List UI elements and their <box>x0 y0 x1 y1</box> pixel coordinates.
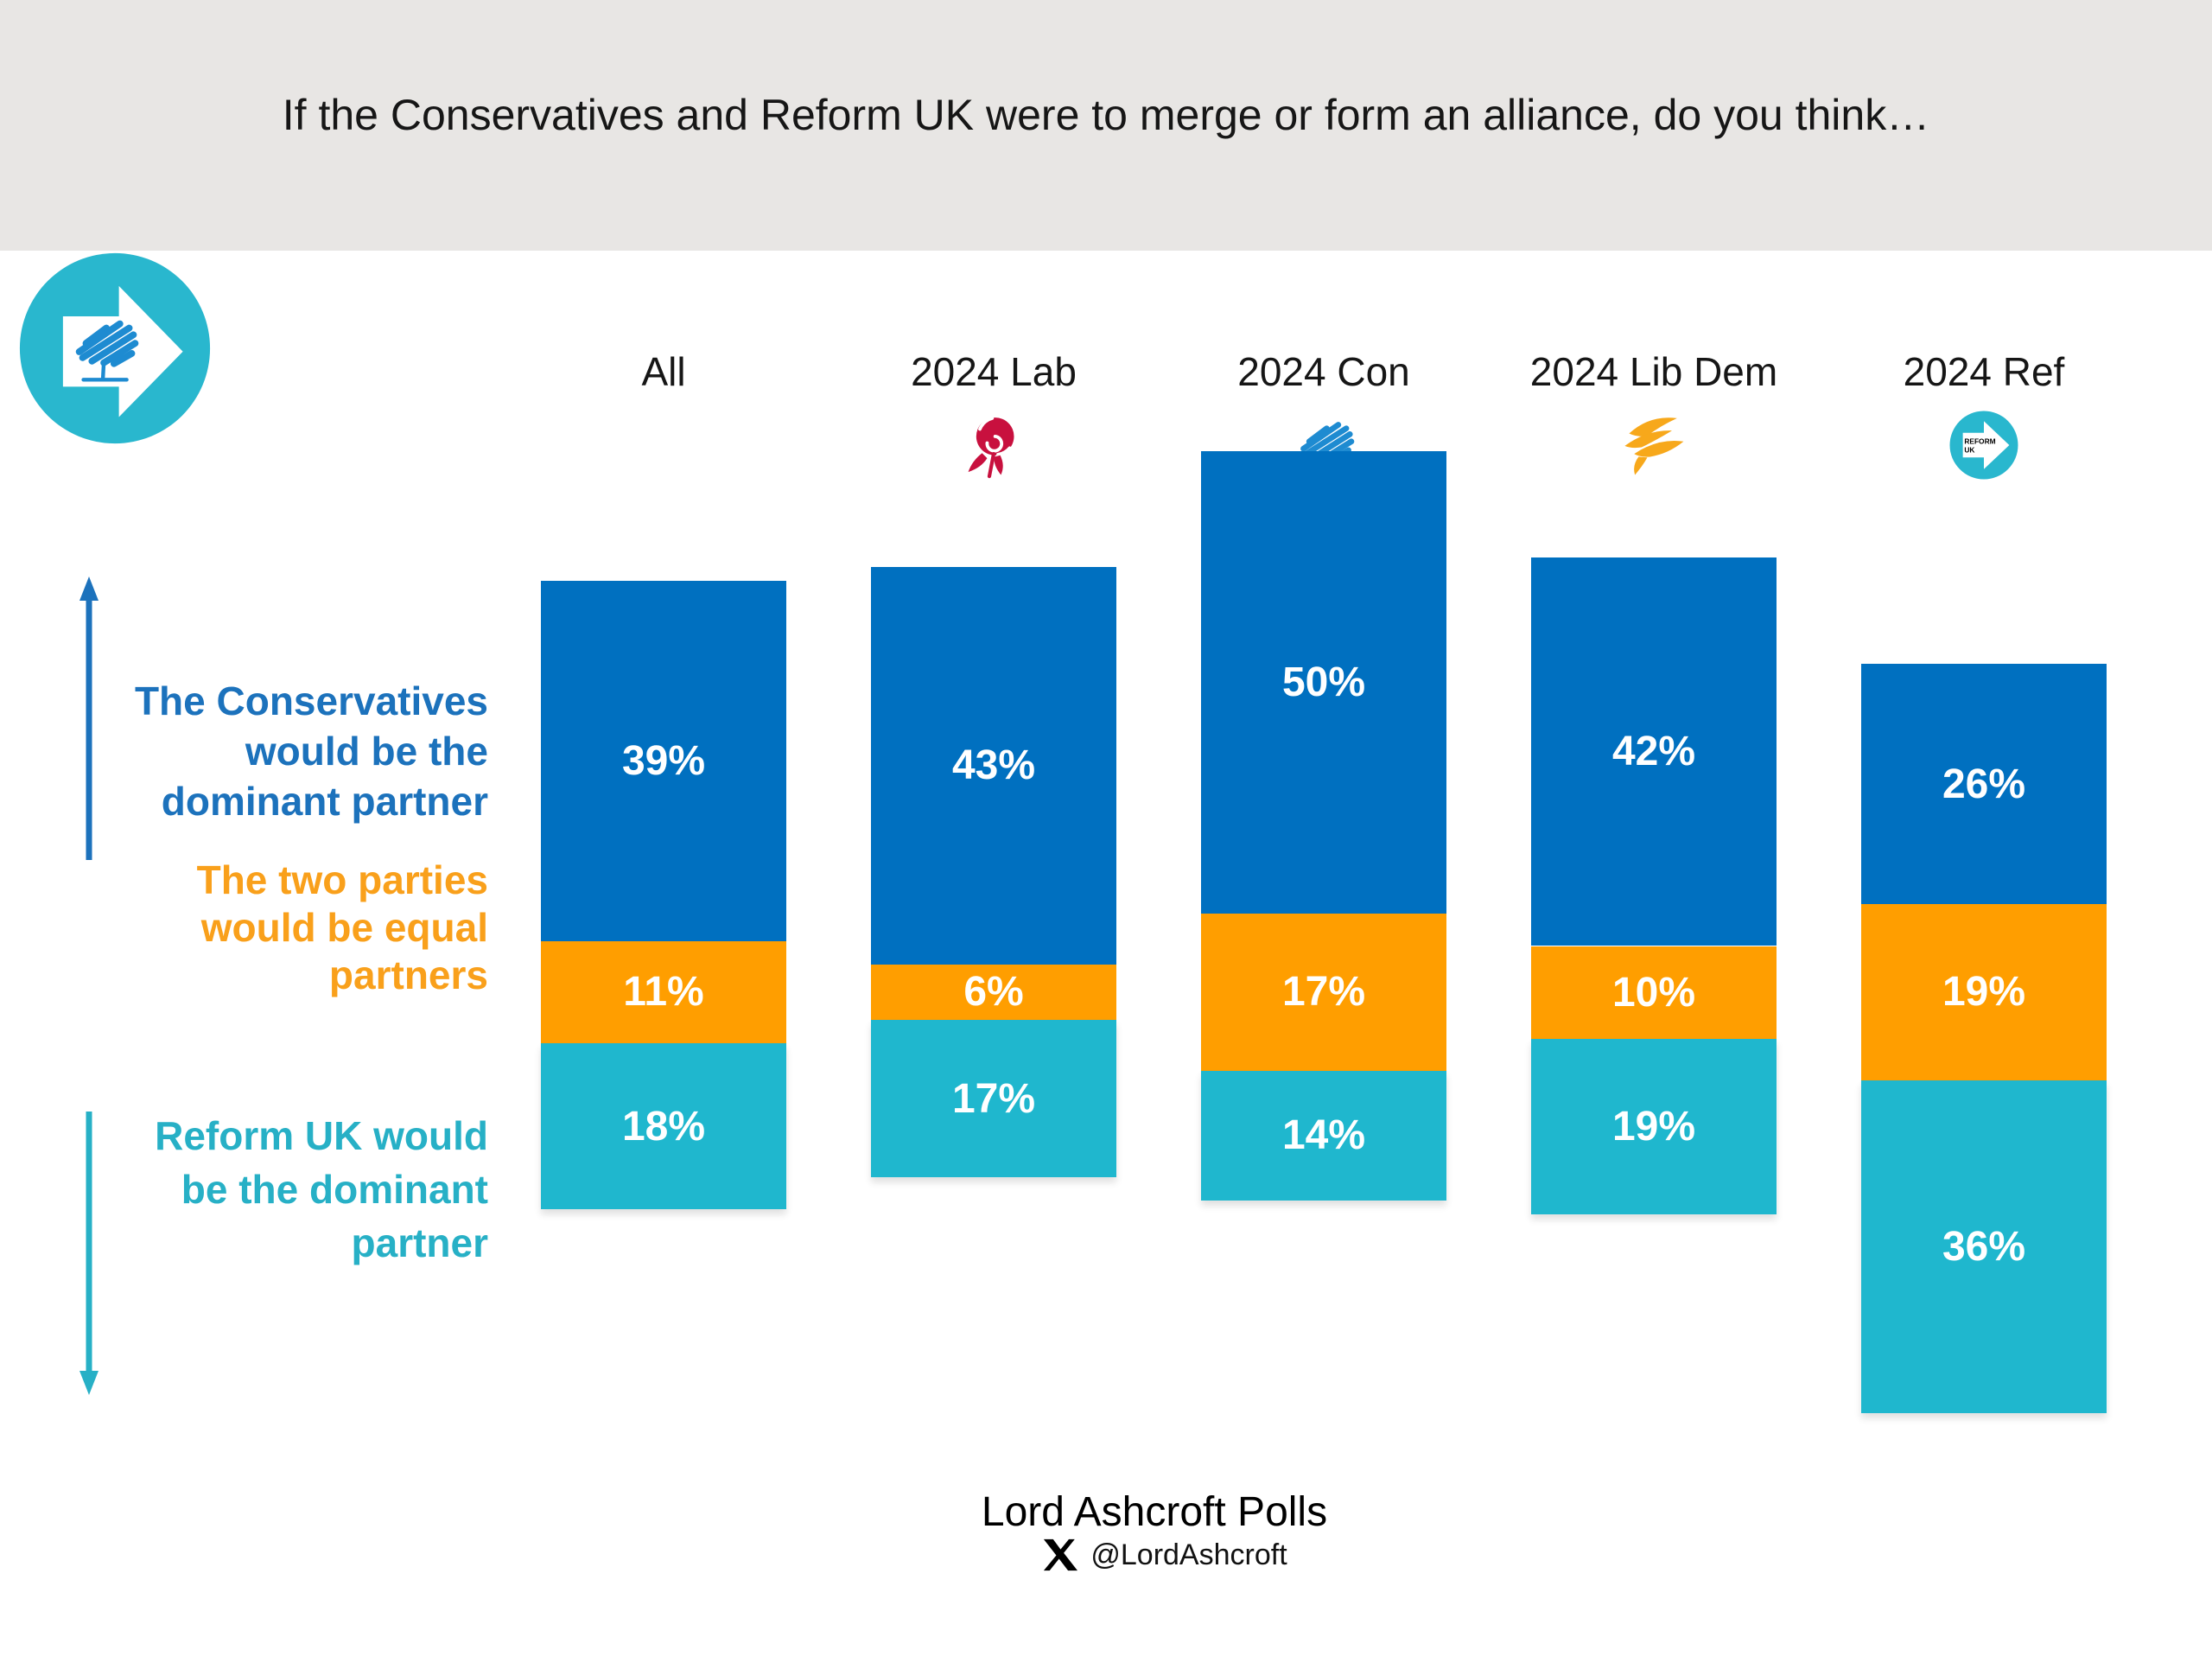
column-header-all: All <box>641 349 686 394</box>
conservatives-direction-arrow-icon <box>79 577 99 860</box>
segment-con-ref_dominant: 14% <box>1201 1070 1446 1201</box>
labour-rose-icon <box>957 409 1030 481</box>
column-header-libdem: 2024 Lib Dem <box>1529 349 1778 394</box>
legend-con_dominant: The Conservatives would be the dominant pa… <box>134 678 488 824</box>
value-label-all-equal: 11% <box>623 969 704 1016</box>
handle-text: @LordAshcroft <box>1090 1538 1287 1571</box>
segment-ref-equal: 19% <box>1861 904 2107 1080</box>
brand-title: Lord Ashcroft Polls <box>981 1489 1328 1535</box>
value-label-con-con_dominant: 50% <box>1281 659 1366 706</box>
value-label-lab-ref_dominant: 17% <box>951 1075 1036 1122</box>
segment-all-ref_dominant: 18% <box>541 1042 786 1210</box>
column-header-lab: 2024 Lab <box>911 349 1077 394</box>
legend-equal: The two parties would be equal partners <box>196 857 488 997</box>
reform-uk-icon: REFORM UK <box>1948 409 2020 481</box>
x-twitter-icon <box>1044 1538 1078 1571</box>
column-header-ref: 2024 Ref <box>1903 349 2065 394</box>
con-reform-merge-logo-icon <box>19 252 211 444</box>
segment-lab-con_dominant: 43% <box>871 566 1116 965</box>
value-label-libdem-equal: 10% <box>1611 969 1696 1016</box>
value-label-ref-equal: 19% <box>1942 969 2026 1016</box>
segment-all-con_dominant: 39% <box>541 580 786 942</box>
segment-all-equal: 11% <box>541 941 786 1043</box>
segment-con-con_dominant: 50% <box>1201 451 1446 914</box>
reform-direction-arrow-icon <box>79 1112 99 1395</box>
value-label-ref-con_dominant: 26% <box>1942 761 2026 807</box>
value-label-libdem-ref_dominant: 19% <box>1611 1103 1696 1150</box>
value-label-all-ref_dominant: 18% <box>621 1103 706 1150</box>
segment-lab-equal: 6% <box>871 964 1116 1021</box>
svg-text:UK: UK <box>1964 445 1974 454</box>
column-header-con: 2024 Con <box>1237 349 1410 394</box>
legend-ref_dominant: Reform UK would be the dominant partner <box>155 1113 488 1265</box>
chart-title: If the Conservatives and Reform UK were … <box>282 91 1930 139</box>
title-band <box>0 0 2212 251</box>
value-label-libdem-con_dominant: 42% <box>1611 729 1696 775</box>
segment-lab-ref_dominant: 17% <box>871 1020 1116 1177</box>
value-label-con-equal: 17% <box>1281 969 1366 1016</box>
value-label-con-ref_dominant: 14% <box>1281 1112 1366 1159</box>
svg-text:REFORM: REFORM <box>1964 436 1995 445</box>
value-label-ref-ref_dominant: 36% <box>1942 1223 2026 1270</box>
segment-ref-ref_dominant: 36% <box>1861 1080 2107 1413</box>
segment-con-equal: 17% <box>1201 914 1446 1071</box>
value-label-lab-equal: 6% <box>963 969 1024 1016</box>
value-label-lab-con_dominant: 43% <box>951 742 1036 789</box>
segment-libdem-ref_dominant: 19% <box>1531 1038 1777 1214</box>
social-handle: @LordAshcroft <box>819 1538 1510 1572</box>
libdem-bird-icon <box>1618 409 1690 481</box>
segment-libdem-con_dominant: 42% <box>1531 557 1777 946</box>
value-label-all-con_dominant: 39% <box>621 737 706 784</box>
segment-ref-con_dominant: 26% <box>1861 664 2107 905</box>
segment-libdem-equal: 10% <box>1531 946 1777 1039</box>
